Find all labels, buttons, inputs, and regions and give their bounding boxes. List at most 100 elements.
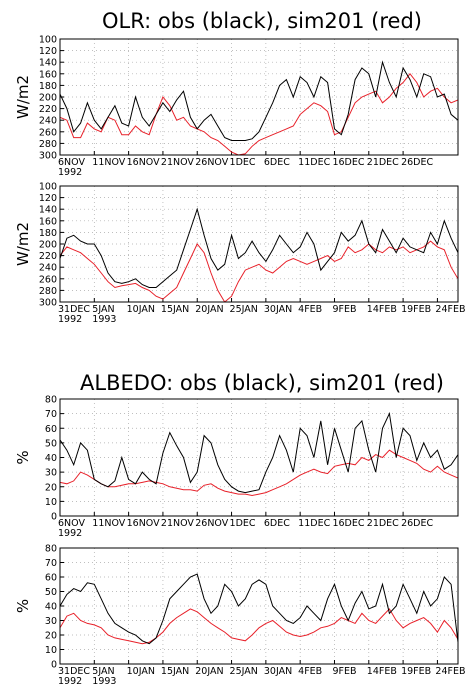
x-tick-label: 11DEC: [298, 157, 330, 168]
x-tick-label: 30JAN: [264, 666, 292, 677]
y-tick-label: 180: [39, 228, 57, 239]
y-tick-label: 80: [45, 395, 57, 406]
y-tick-label: 100: [39, 182, 57, 193]
x-tick-label: 15JAN: [161, 304, 189, 315]
x-tick-year-label: 1993: [92, 676, 116, 687]
x-tick-label: 11DEC: [298, 518, 330, 529]
plot-frame: [59, 38, 459, 156]
y-tick-label: 0: [51, 660, 57, 671]
x-tick-label: 1DEC: [230, 157, 256, 168]
y-tick-label: 20: [45, 482, 57, 493]
x-tick-year-label: 1993: [92, 314, 116, 325]
albedo-title: ALBEDO: obs (black), sim201 (red): [80, 371, 444, 395]
x-tick-label: 11NOV: [92, 157, 126, 168]
x-tick-label: 21NOV: [161, 518, 195, 529]
y-tick-label: 260: [39, 127, 57, 138]
x-tick-label: 5JAN: [92, 304, 114, 315]
y-tick-label: 70: [45, 409, 57, 420]
x-tick-label: 19FEB: [401, 666, 431, 677]
series-line-obs: [60, 573, 458, 645]
y-tick-label: 60: [45, 573, 57, 584]
y-tick-label: 140: [39, 58, 57, 69]
y-tick-label: 80: [45, 544, 57, 555]
series-line-obs: [60, 207, 458, 288]
x-tick-label: 24FEB: [435, 666, 465, 677]
y-tick-label: 220: [39, 251, 57, 262]
y-axis-label: W/m2: [14, 222, 32, 266]
y-tick-label: 10: [45, 497, 57, 508]
y-tick-label: 280: [39, 139, 57, 150]
y-tick-label: 100: [39, 35, 57, 46]
y-tick-label: 60: [45, 424, 57, 435]
y-tick-label: 50: [45, 587, 57, 598]
y-tick-label: 50: [45, 438, 57, 449]
y-tick-label: 30: [45, 616, 57, 627]
x-tick-label: 21NOV: [161, 157, 195, 168]
x-tick-label: 16NOV: [127, 157, 161, 168]
x-tick-label: 6DEC: [264, 518, 290, 529]
y-tick-label: 40: [45, 453, 57, 464]
x-tick-label: 16NOV: [127, 518, 161, 529]
olr-nov-dec-panel: 1001201401601802002202402602803006NOV199…: [14, 35, 459, 178]
y-tick-label: 200: [39, 240, 57, 251]
x-tick-label: 11NOV: [92, 518, 126, 529]
series-line-sim201: [60, 72, 458, 155]
x-tick-label: 26DEC: [401, 518, 433, 529]
olr-jan-feb-panel: 10012014016018020022024026028030031DEC19…: [14, 182, 465, 326]
y-axis-label: %: [14, 599, 32, 613]
y-axis-label: %: [14, 450, 32, 464]
y-tick-label: 280: [39, 286, 57, 297]
y-tick-label: 240: [39, 263, 57, 274]
y-tick-label: 260: [39, 274, 57, 285]
plot-frame: [59, 185, 459, 303]
x-tick-label: 14FEB: [367, 304, 397, 315]
y-tick-label: 240: [39, 116, 57, 127]
x-tick-label: 24FEB: [435, 304, 465, 315]
y-tick-label: 0: [51, 512, 57, 523]
y-tick-label: 160: [39, 216, 57, 227]
x-tick-year-label: 1992: [58, 528, 82, 539]
y-tick-label: 20: [45, 631, 57, 642]
y-tick-label: 40: [45, 602, 57, 613]
x-tick-year-label: 1992: [58, 676, 82, 687]
x-tick-label: 4FEB: [298, 304, 322, 315]
y-tick-label: 160: [39, 69, 57, 80]
y-tick-label: 30: [45, 468, 57, 479]
x-tick-label: 6NOV: [58, 518, 85, 529]
x-tick-label: 14FEB: [367, 666, 397, 677]
x-tick-label: 21DEC: [367, 518, 399, 529]
y-tick-label: 300: [39, 151, 57, 162]
x-tick-label: 9FEB: [332, 304, 356, 315]
plot-frame: [59, 398, 459, 517]
x-tick-label: 25JAN: [230, 304, 258, 315]
series-line-obs: [60, 411, 458, 494]
x-tick-label: 21DEC: [367, 157, 399, 168]
y-tick-label: 220: [39, 104, 57, 115]
y-tick-label: 120: [39, 46, 57, 57]
x-tick-label: 25JAN: [230, 666, 258, 677]
series-line-sim201: [60, 240, 458, 302]
y-tick-label: 140: [39, 205, 57, 216]
x-tick-label: 15JAN: [161, 666, 189, 677]
x-tick-label: 31DEC: [58, 666, 90, 677]
x-tick-year-label: 1992: [58, 314, 82, 325]
x-tick-label: 31DEC: [58, 304, 90, 315]
x-tick-label: 20JAN: [195, 666, 223, 677]
olr-title: OLR: obs (black), sim201 (red): [102, 9, 422, 33]
y-tick-label: 10: [45, 645, 57, 656]
series-line-sim201: [60, 608, 458, 645]
x-tick-label: 19FEB: [401, 304, 431, 315]
x-tick-label: 4FEB: [298, 666, 322, 677]
x-tick-label: 30JAN: [264, 304, 292, 315]
x-tick-label: 6NOV: [58, 157, 85, 168]
x-tick-label: 10JAN: [127, 304, 155, 315]
x-tick-label: 1DEC: [230, 518, 256, 529]
y-tick-label: 120: [39, 193, 57, 204]
x-tick-label: 26NOV: [195, 518, 229, 529]
y-tick-label: 180: [39, 81, 57, 92]
x-tick-label: 26NOV: [195, 157, 229, 168]
x-tick-label: 9FEB: [332, 666, 356, 677]
